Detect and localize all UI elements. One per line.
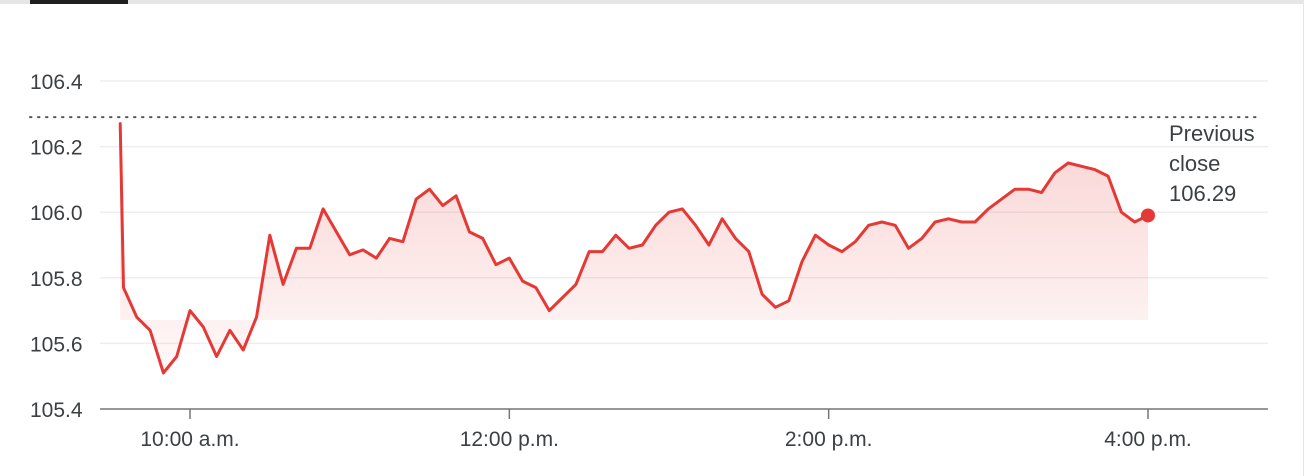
y-tick-label: 106.0 (30, 202, 83, 225)
selected-range-tab-indicator[interactable] (30, 0, 128, 4)
y-tick-label: 105.8 (30, 268, 83, 291)
x-tick-label: 4:00 p.m. (1104, 428, 1192, 451)
x-axis-labels: 10:00 a.m. 12:00 p.m. 2:00 p.m. 4:00 p.m. (140, 428, 1191, 451)
top-border (0, 0, 1304, 4)
y-tick-label: 106.2 (30, 137, 83, 160)
last-price-marker[interactable] (1141, 208, 1155, 223)
x-axis-ticks (189, 409, 1149, 419)
y-tick-label: 106.4 (30, 71, 83, 94)
previous-close-label-line2: close (1169, 151, 1220, 176)
price-line (118, 122, 1150, 375)
previous-close-label: Previous (1169, 121, 1255, 146)
x-tick-label: 2:00 p.m. (785, 428, 873, 451)
y-axis-labels: 106.4 106.2 106.0 105.8 105.6 105.4 (30, 71, 83, 422)
y-tick-label: 105.6 (30, 333, 83, 356)
x-tick-label: 10:00 a.m. (140, 428, 239, 451)
y-tick-label: 105.4 (30, 399, 83, 422)
previous-close-value: 106.29 (1169, 181, 1236, 206)
x-tick-label: 12:00 p.m. (460, 428, 559, 451)
